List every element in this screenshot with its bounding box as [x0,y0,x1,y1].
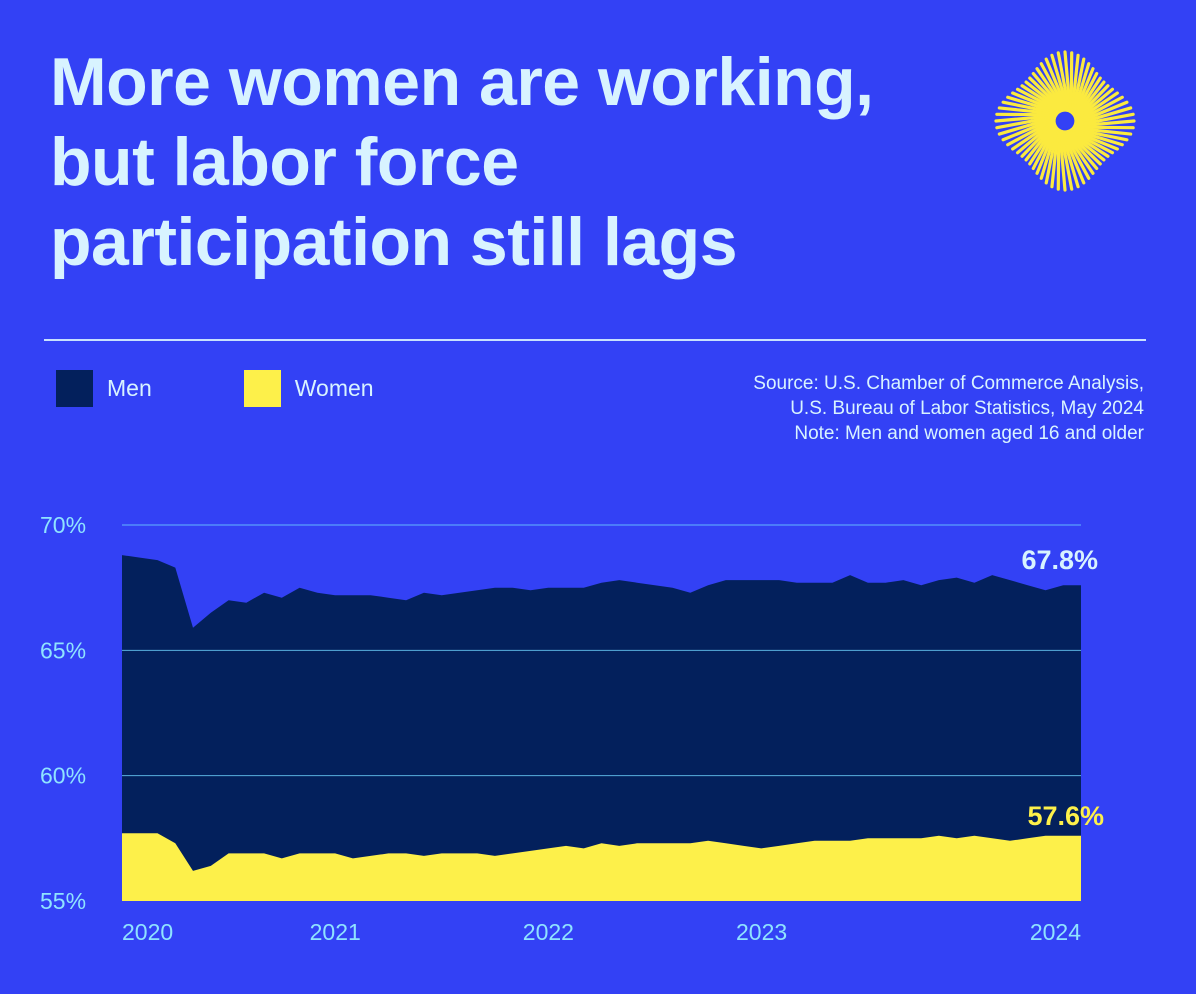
logo-ray [1073,119,1136,128]
logo-ray [1015,120,1056,155]
logo-ray [997,106,1059,116]
logo-ray [1065,130,1102,166]
logo-ray [1070,53,1080,115]
logo-ray [1050,53,1070,113]
logo-ray [995,115,1057,130]
logo-ray [1073,80,1106,120]
source-line-1: Source: U.S. Chamber of Commerce Analysi… [753,373,1144,394]
logo-ray [1031,124,1057,171]
y-tick-label: 65% [40,637,86,663]
logo-ray [1071,57,1086,115]
y-tick-label: 60% [40,763,86,789]
logo-center [1057,113,1073,129]
men-end-label: 67.8% [1021,545,1098,575]
legend-label-women: Women [294,375,374,401]
x-tick-label: 2024 [1030,919,1081,945]
logo-ray [1071,126,1133,136]
logo-ray [1071,127,1129,142]
logo-ray [1024,122,1057,162]
legend-swatch-men [56,370,93,407]
logo-ray [1070,127,1124,147]
logo-ray [1011,119,1056,151]
logo-ray [1074,87,1115,122]
legend-item-women: Women [243,370,374,407]
x-tick-label: 2022 [523,919,574,945]
logo-ray [1073,76,1102,119]
logo-ray [1073,106,1133,126]
logo-ray [1063,130,1095,175]
logo-ray [994,114,1057,123]
logo-ray [1069,51,1074,114]
logo-ray [1020,84,1063,113]
logo-ray [995,112,1058,117]
logo-ray [997,116,1057,136]
sunburst-logo-icon [994,50,1136,192]
logo-ray [1074,84,1110,121]
logo-ray [1044,57,1069,112]
logo-ray [1058,129,1067,192]
logo-ray [1039,126,1059,180]
logo-ray [1006,118,1056,147]
logo-ray [1068,129,1115,155]
logo-ray [1035,67,1067,112]
logo-ray [1059,129,1074,191]
logo-ray [1074,95,1124,124]
y-tick-label: 70% [40,512,86,538]
x-tick-label: 2021 [310,919,361,945]
logo-ray [1001,117,1056,142]
logo-ray [1069,128,1119,151]
men-area [122,555,1081,901]
y-tick-label: 55% [40,888,86,914]
logo-ray [1035,125,1058,175]
logo-ray [1074,100,1129,125]
logo-ray [1056,128,1061,191]
source-line-2: U.S. Bureau of Labor Statistics, May 202… [790,398,1144,419]
logo-ray [1024,80,1064,113]
header-divider [44,339,1146,341]
source-line-3: Note: Men and women aged 16 and older [794,423,1144,444]
logo-ray [1061,130,1086,185]
page-title: More women are working, but labor force … [50,42,950,282]
logo-ray [1011,91,1061,114]
logo-ray [1067,129,1110,158]
legend-swatch-women [243,370,281,407]
title-line-1: More women are working, [50,44,874,120]
logo-ray [1031,71,1066,112]
logo-ray [1073,71,1099,118]
logo-ray [1044,127,1059,185]
source-note: Source: U.S. Chamber of Commerce Analysi… [753,371,1144,446]
x-tick-label: 2023 [736,919,787,945]
women-end-label: 57.6% [1027,801,1104,831]
logo-ray [1071,62,1091,116]
logo-ray [1006,95,1060,115]
logo-ray [1064,130,1099,171]
logo-ray [1028,76,1065,112]
logo-ray [1063,50,1072,113]
logo-ray [1028,123,1057,166]
logo-ray [1039,62,1068,112]
logo-ray [1072,125,1135,130]
x-tick-label: 2020 [122,919,173,945]
logo-ray [1066,129,1106,162]
logo-ray [1062,130,1091,180]
logo-ray [1074,91,1119,123]
logo-ray [1020,121,1056,158]
logo-ray [1060,129,1080,189]
legend-item-men: Men [56,370,152,407]
legend-label-men: Men [107,375,152,401]
logo-ray [1050,127,1060,189]
logo-ray [1073,112,1135,127]
women-area [122,833,1081,901]
chart-legend: Men Women [56,370,466,407]
logo-ray [1072,67,1095,117]
logo-ray [1056,51,1071,113]
logo-ray [1001,100,1059,115]
logo-ray [1015,87,1062,113]
title-line-3: participation still lags [50,204,738,280]
title-line-2: but labor force [50,124,519,200]
